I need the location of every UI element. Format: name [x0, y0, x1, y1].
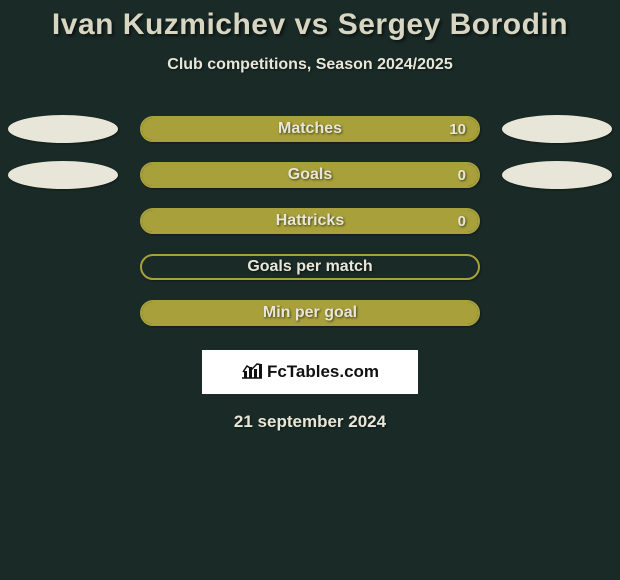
stat-label: Hattricks — [276, 212, 344, 230]
stat-bar: Matches 10 — [140, 116, 480, 142]
left-ellipse — [8, 161, 118, 189]
stat-row: Goals 0 — [0, 152, 620, 198]
stat-row: Min per goal — [0, 290, 620, 336]
comparison-card: Ivan Kuzmichev vs Sergey Borodin Club co… — [0, 0, 620, 432]
left-ellipse — [8, 115, 118, 143]
page-title: Ivan Kuzmichev vs Sergey Borodin — [0, 8, 620, 42]
subtitle: Club competitions, Season 2024/2025 — [0, 56, 620, 74]
date-label: 21 september 2024 — [0, 412, 620, 432]
stat-label: Matches — [278, 120, 342, 138]
right-ellipse — [502, 161, 612, 189]
chart-icon — [241, 361, 263, 384]
stat-label: Min per goal — [263, 304, 357, 322]
stat-label: Goals — [288, 166, 332, 184]
stat-bar: Goals per match — [140, 254, 480, 280]
stat-rows: Matches 10 Goals 0 Hattricks 0 Goals per match… — [0, 106, 620, 336]
stat-bar: Hattricks 0 — [140, 208, 480, 234]
stat-row: Hattricks 0 — [0, 198, 620, 244]
stat-row: Matches 10 — [0, 106, 620, 152]
stat-row: Goals per match — [0, 244, 620, 290]
right-ellipse — [502, 115, 612, 143]
stat-label: Goals per match — [247, 258, 372, 276]
stat-bar: Goals 0 — [140, 162, 480, 188]
stat-value: 10 — [449, 121, 466, 138]
logo-text: FcTables.com — [267, 362, 379, 382]
logo-box[interactable]: FcTables.com — [202, 350, 418, 394]
stat-value: 0 — [458, 167, 466, 184]
stat-bar: Min per goal — [140, 300, 480, 326]
stat-value: 0 — [458, 213, 466, 230]
